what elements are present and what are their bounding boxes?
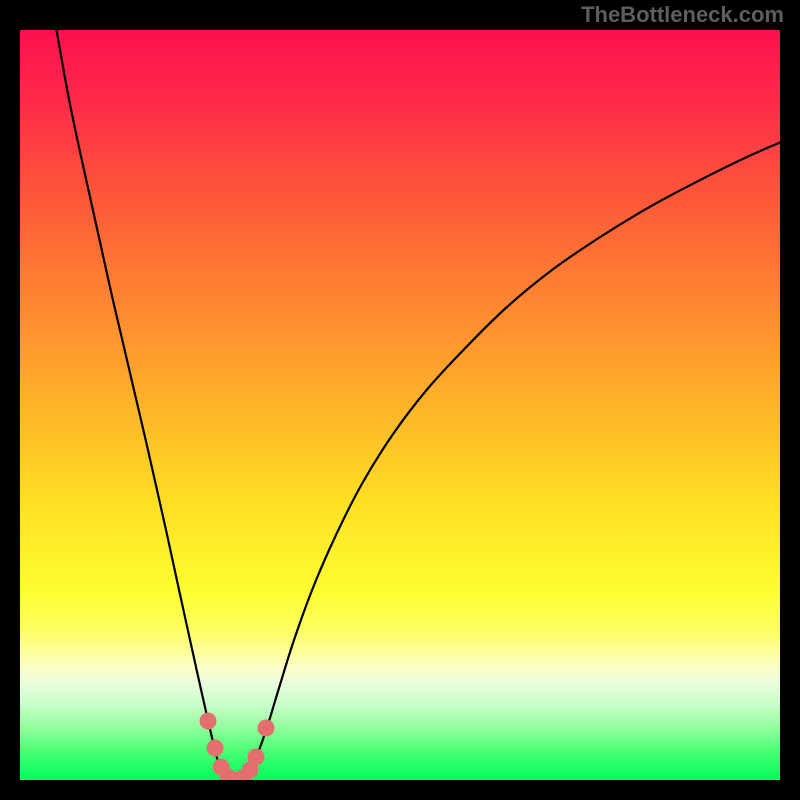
watermark-text: TheBottleneck.com [581, 2, 784, 28]
chart-frame: TheBottleneck.com [0, 0, 800, 800]
data-marker [200, 712, 217, 729]
data-marker [206, 739, 223, 756]
data-marker [248, 748, 265, 765]
plot-area [20, 30, 780, 780]
bottleneck-curve [20, 30, 780, 780]
data-marker [258, 719, 275, 736]
bottleneck-curve-path [56, 30, 780, 780]
